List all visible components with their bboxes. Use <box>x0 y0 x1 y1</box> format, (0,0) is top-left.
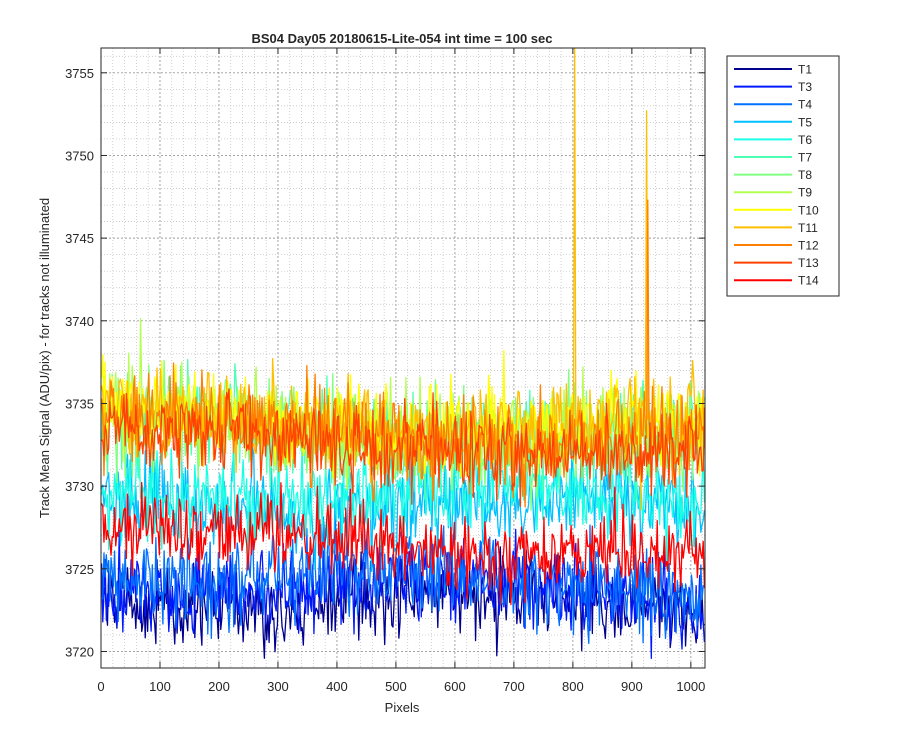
x-tick-label: 700 <box>503 679 525 694</box>
y-tick-label: 3755 <box>65 66 94 81</box>
y-tick-label: 3720 <box>65 644 94 659</box>
y-tick-label: 3735 <box>65 396 94 411</box>
series-line-t12 <box>101 199 705 508</box>
y-tick-label: 3725 <box>65 562 94 577</box>
x-tick-label: 800 <box>562 679 584 694</box>
y-axis: 3720 3725 3730 3735 3740 3745 3750 3755 <box>65 66 705 659</box>
x-tick-label: 900 <box>621 679 643 694</box>
x-tick-label: 600 <box>444 679 466 694</box>
x-tick-label: 300 <box>267 679 289 694</box>
legend-label-t10: T10 <box>798 203 819 217</box>
legend-label-t4: T4 <box>798 98 812 112</box>
series-line-t4 <box>101 504 705 645</box>
x-tick-label: 500 <box>385 679 407 694</box>
series-layer <box>101 48 705 660</box>
series-line-t3 <box>101 528 705 660</box>
series-line-t14 <box>101 481 705 606</box>
legend-box <box>726 55 840 297</box>
series-line-t13 <box>101 388 705 508</box>
legend-label-t8: T8 <box>798 168 812 182</box>
legend-label-t12: T12 <box>798 239 819 253</box>
y-axis-label: Track Mean Signal (ADU/pix) - for tracks… <box>37 198 52 518</box>
plot-frame <box>100 47 706 669</box>
series-line-t6 <box>101 424 705 569</box>
chart-title: BS04 Day05 20180615-Lite-054 int time = … <box>252 31 553 46</box>
x-axis: 0 100 200 300 400 500 600 700 800 900 1000 <box>97 48 705 694</box>
y-tick-label: 3750 <box>65 148 94 163</box>
legend-label-t6: T6 <box>798 133 812 147</box>
legend-label-t14: T14 <box>798 274 819 288</box>
legend-label-t1: T1 <box>798 63 812 77</box>
x-tick-label: 0 <box>97 679 104 694</box>
x-tick-label: 1000 <box>676 679 705 694</box>
y-tick-label: 3740 <box>65 314 94 329</box>
legend-label-t3: T3 <box>798 80 812 94</box>
legend-label-t5: T5 <box>798 115 812 129</box>
legend: T1 T3 T4 T5 T6 T7 T8 T9 T10 T11 T12 T13 T14 <box>726 55 840 297</box>
x-tick-label: 100 <box>149 679 171 694</box>
x-axis-label: Pixels <box>385 700 420 715</box>
legend-label-t9: T9 <box>798 186 812 200</box>
y-tick-label: 3745 <box>65 231 94 246</box>
x-tick-label: 200 <box>208 679 230 694</box>
y-tick-label: 3730 <box>65 479 94 494</box>
legend-label-t7: T7 <box>798 151 812 165</box>
legend-label-t11: T11 <box>798 221 818 235</box>
x-tick-label: 400 <box>326 679 348 694</box>
legend-label-t13: T13 <box>798 256 819 270</box>
